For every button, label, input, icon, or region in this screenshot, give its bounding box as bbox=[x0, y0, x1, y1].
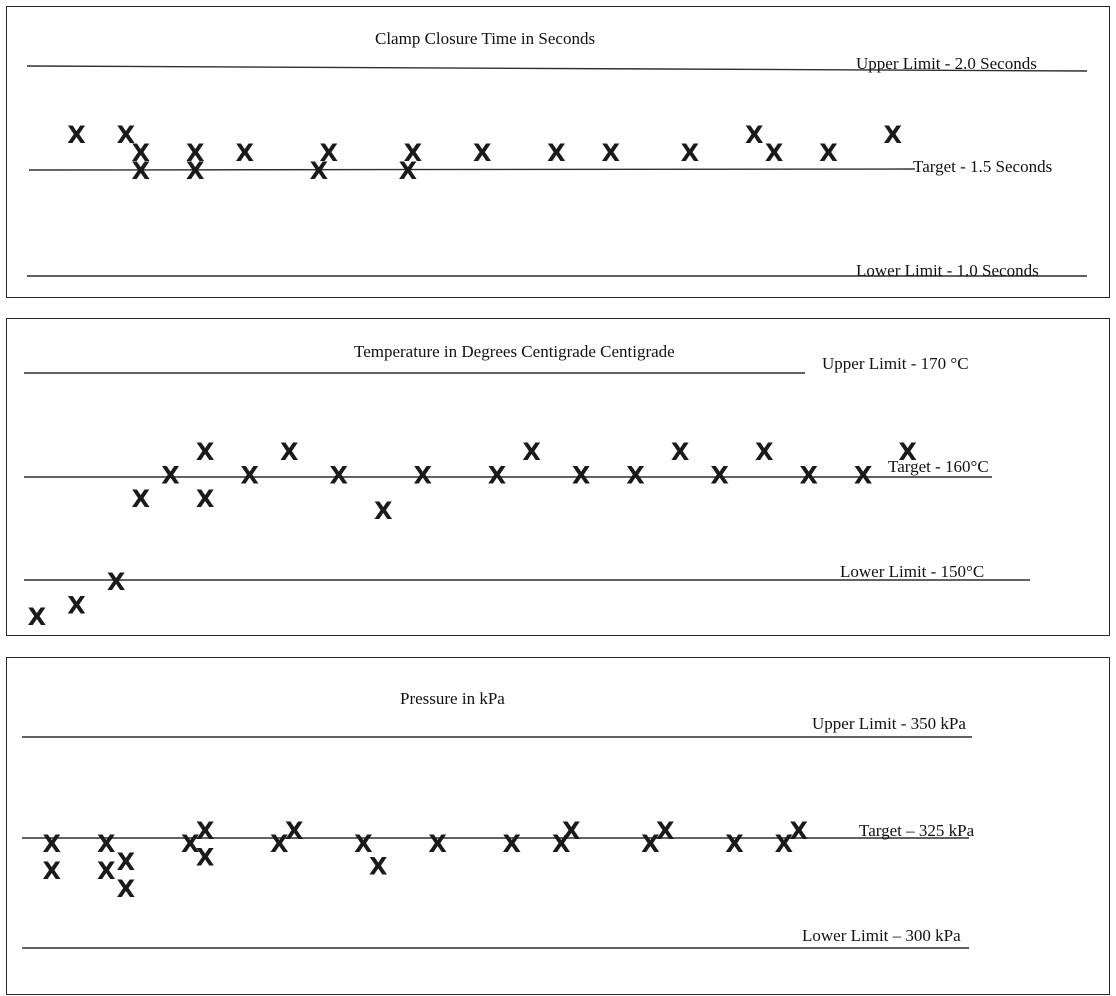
data-point-x-mark: X bbox=[414, 462, 433, 490]
data-point-x-mark: X bbox=[725, 830, 744, 858]
data-point-x-mark: X bbox=[117, 875, 136, 903]
data-point-x-mark: X bbox=[42, 830, 61, 858]
data-point-x-mark: X bbox=[181, 830, 200, 858]
data-point-x-mark: X bbox=[196, 817, 215, 845]
data-point-x-mark: X bbox=[562, 817, 581, 845]
data-point-x-mark: X bbox=[186, 139, 205, 167]
data-point-x-mark: X bbox=[473, 139, 492, 167]
data-point-x-mark: X bbox=[790, 817, 809, 845]
clamp-closure-plot: Clamp Closure Time in Seconds Upper Limi… bbox=[26, 29, 1088, 280]
data-point-x-mark: X bbox=[552, 830, 571, 858]
target-label: Target - 1.5 Seconds bbox=[913, 157, 1052, 176]
data-point-x-mark: X bbox=[799, 462, 818, 490]
data-point-x-mark: X bbox=[745, 121, 764, 149]
data-point-x-mark: X bbox=[354, 830, 373, 858]
data-point-x-mark: X bbox=[132, 157, 151, 185]
lower-limit-label: Lower Limit - 1.0 Seconds bbox=[856, 261, 1039, 280]
lower-limit-label: Lower Limit - 150°C bbox=[840, 562, 984, 581]
data-point-x-mark: X bbox=[572, 462, 591, 490]
data-point-x-mark: X bbox=[765, 139, 784, 167]
data-point-x-mark: X bbox=[67, 591, 86, 619]
data-point-x-mark: X bbox=[522, 438, 541, 466]
data-point-x-mark: X bbox=[235, 139, 254, 167]
data-point-x-mark: X bbox=[369, 853, 388, 881]
upper-limit-label: Upper Limit - 170 °C bbox=[822, 354, 969, 373]
data-point-x-mark: X bbox=[681, 139, 700, 167]
data-point-x-mark: X bbox=[656, 817, 675, 845]
data-point-x-mark: X bbox=[854, 462, 873, 490]
data-point-x-mark: X bbox=[671, 438, 690, 466]
data-point-x-mark: X bbox=[488, 462, 507, 490]
temperature-chart: Temperature in Degrees Centigrade Centig… bbox=[6, 318, 1110, 636]
data-point-x-mark: X bbox=[42, 857, 61, 885]
data-point-x-mark: X bbox=[132, 139, 151, 167]
data-point-x-mark: X bbox=[196, 438, 215, 466]
data-point-x-mark: X bbox=[320, 139, 339, 167]
target-line bbox=[28, 168, 916, 171]
data-point-x-mark: X bbox=[374, 497, 393, 525]
data-point-x-mark: X bbox=[775, 830, 794, 858]
data-point-x-mark: X bbox=[404, 139, 423, 167]
data-point-x-mark: X bbox=[161, 462, 180, 490]
temperature-plot: Temperature in Degrees Centigrade Centig… bbox=[24, 342, 1030, 631]
data-point-x-mark: X bbox=[898, 438, 917, 466]
chart-title: Temperature in Degrees Centigrade Centig… bbox=[354, 342, 675, 361]
data-point-x-mark: X bbox=[270, 830, 289, 858]
data-point-x-mark: X bbox=[97, 857, 116, 885]
data-point-x-mark: X bbox=[117, 848, 136, 876]
data-point-x-mark: X bbox=[503, 830, 522, 858]
lower-limit-label: Lower Limit – 300 kPa bbox=[802, 926, 961, 945]
data-point-x-mark: X bbox=[97, 830, 116, 858]
data-point-x-mark: X bbox=[240, 462, 259, 490]
data-point-x-mark: X bbox=[196, 485, 215, 513]
data-point-x-mark: X bbox=[285, 817, 304, 845]
data-point-x-mark: X bbox=[67, 121, 86, 149]
data-point-x-mark: X bbox=[884, 121, 903, 149]
data-point-x-mark: X bbox=[428, 830, 447, 858]
data-point-x-mark: X bbox=[28, 603, 47, 631]
data-point-x-mark: X bbox=[310, 157, 329, 185]
data-point-x-mark: X bbox=[626, 462, 645, 490]
data-point-x-mark: X bbox=[755, 438, 774, 466]
data-point-x-mark: X bbox=[819, 139, 838, 167]
data-point-x-mark: X bbox=[117, 121, 136, 149]
data-point-x-mark: X bbox=[399, 157, 418, 185]
target-label: Target – 325 kPa bbox=[859, 821, 975, 840]
data-point-x-mark: X bbox=[641, 830, 660, 858]
data-point-x-mark: X bbox=[196, 844, 215, 872]
data-point-x-mark: X bbox=[547, 139, 566, 167]
data-point-x-mark: X bbox=[186, 157, 205, 185]
chart-title: Clamp Closure Time in Seconds bbox=[375, 29, 595, 48]
pressure-plot: Pressure in kPa Upper Limit - 350 kPa Ta… bbox=[22, 689, 975, 949]
data-point-x-mark: X bbox=[107, 568, 126, 596]
data-point-x-mark: X bbox=[602, 139, 621, 167]
target-label: Target - 160°C bbox=[888, 457, 989, 476]
clamp-closure-chart: Clamp Closure Time in Seconds Upper Limi… bbox=[6, 6, 1110, 298]
data-point-x-mark: X bbox=[329, 462, 348, 490]
chart-title: Pressure in kPa bbox=[400, 689, 505, 708]
upper-limit-label: Upper Limit - 350 kPa bbox=[812, 714, 966, 733]
data-point-x-mark: X bbox=[710, 462, 729, 490]
upper-limit-label: Upper Limit - 2.0 Seconds bbox=[856, 54, 1037, 73]
data-point-x-mark: X bbox=[132, 485, 151, 513]
pressure-chart: Pressure in kPa Upper Limit - 350 kPa Ta… bbox=[6, 657, 1110, 995]
upper-limit-line bbox=[26, 65, 1088, 72]
data-point-x-mark: X bbox=[280, 438, 299, 466]
